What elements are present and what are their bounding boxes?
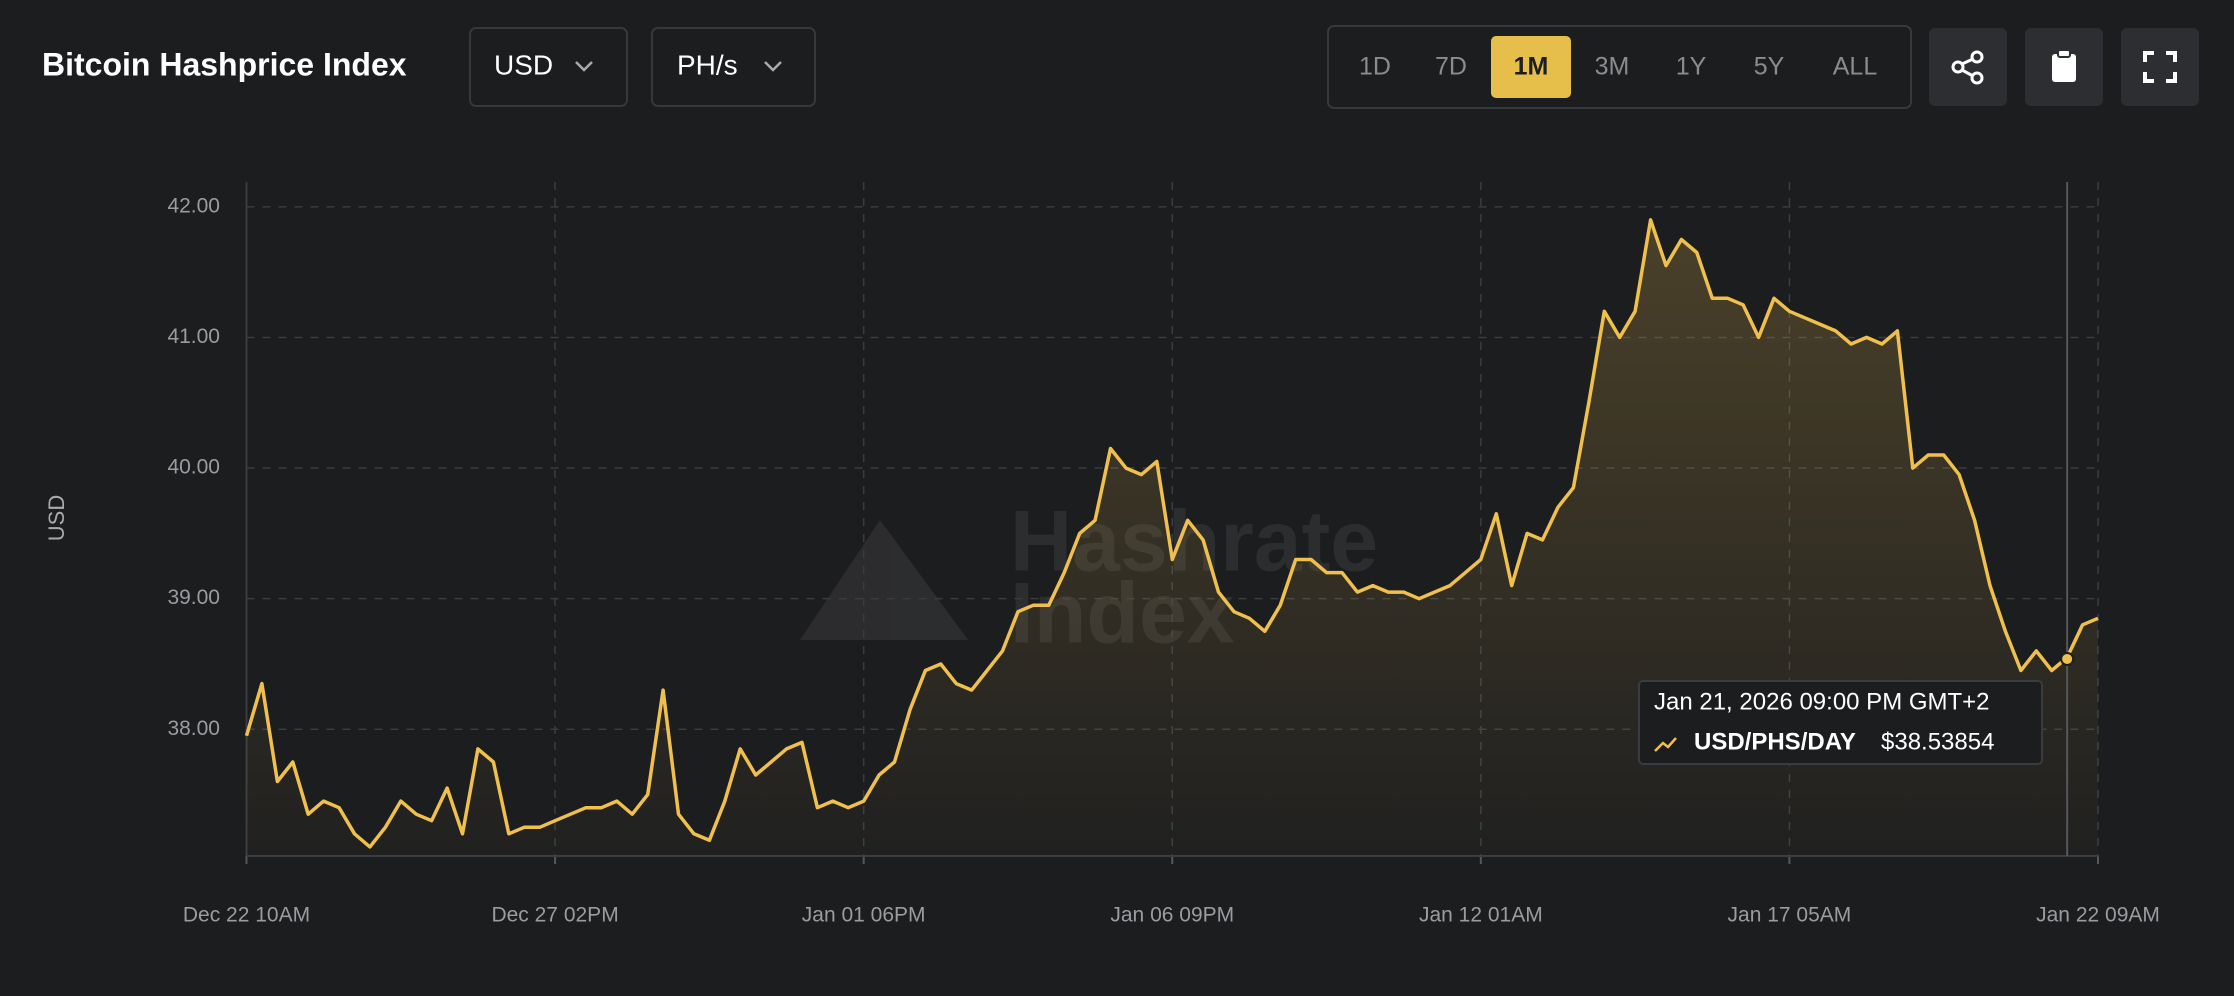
line [244, 218, 2099, 849]
icon [2057, 49, 2071, 58]
currency-select[interactable]: USD [469, 27, 628, 107]
x-tick-label: Jan 12 01AM [1419, 904, 1543, 927]
button[interactable] [2121, 28, 2199, 106]
copy-button[interactable] [2025, 28, 2103, 106]
icon [1961, 57, 1974, 78]
button[interactable] [1929, 28, 2007, 106]
icon [1970, 50, 1984, 64]
chevron [764, 61, 782, 72]
y-tick-label: 38.00 [167, 717, 220, 740]
hover-point [2060, 651, 2075, 666]
range-buttons: 1D 7D 1M 3M 1Y 5Y ALL [1359, 36, 1877, 98]
y-tick-label: 42.00 [167, 194, 220, 217]
icon [2052, 54, 2076, 82]
range-button[interactable]: 1Y [1676, 53, 1707, 81]
unit-select[interactable]: PH/s [651, 27, 816, 107]
tooltip-series: USD/PHS/DAY [1694, 728, 1856, 755]
area [246, 219, 2098, 856]
select-label[interactable]: PH/s [677, 49, 738, 80]
range-button[interactable]: 1M [1514, 53, 1549, 81]
tooltip-box [1638, 680, 2043, 765]
y-tick-label: 39.00 [167, 586, 220, 609]
x-tick-label: Dec 22 10AM [183, 904, 310, 927]
icon [1951, 60, 1965, 74]
fullscreen-button[interactable] [2121, 28, 2199, 106]
x-tick-label: Jan 22 09AM [2036, 904, 2160, 927]
icon [2143, 51, 2177, 83]
select-box[interactable] [469, 27, 628, 107]
range-active[interactable] [1491, 36, 1571, 98]
select-label[interactable]: USD [494, 49, 553, 80]
x-tick-label: Jan 06 09PM [1110, 904, 1234, 927]
range-group [1327, 25, 1912, 109]
chevron [575, 61, 593, 72]
watermark-logo [800, 520, 968, 640]
x-tick-label: Dec 27 02PM [491, 904, 618, 927]
plot: 38.00 39.00 40.00 41.00 42.00 Dec 22 10AM Dec … [167, 182, 2160, 927]
icon [1970, 71, 1984, 85]
x-tick-label: Jan 17 05AM [1728, 904, 1852, 927]
select-box[interactable] [651, 27, 816, 107]
range-button[interactable]: 5Y [1754, 53, 1785, 81]
tooltip-date: Jan 21, 2026 09:00 PM GMT+2 [1654, 688, 1990, 715]
tooltip-icon [1654, 737, 1677, 752]
share-button[interactable] [1929, 28, 2007, 106]
y-tick-label: 40.00 [167, 456, 220, 479]
y-tick-label: 41.00 [167, 325, 220, 348]
title: Bitcoin Hashprice Index [42, 46, 407, 82]
range-button[interactable]: 3M [1595, 53, 1630, 81]
range-button[interactable]: ALL [1833, 53, 1878, 81]
x-tick-label: Jan 01 06PM [802, 904, 926, 927]
range-button[interactable]: 7D [1435, 53, 1467, 81]
y-axis-label: USD [44, 495, 69, 541]
range-button[interactable]: 1D [1359, 53, 1391, 81]
tooltip-value: $38.53854 [1881, 728, 1994, 755]
